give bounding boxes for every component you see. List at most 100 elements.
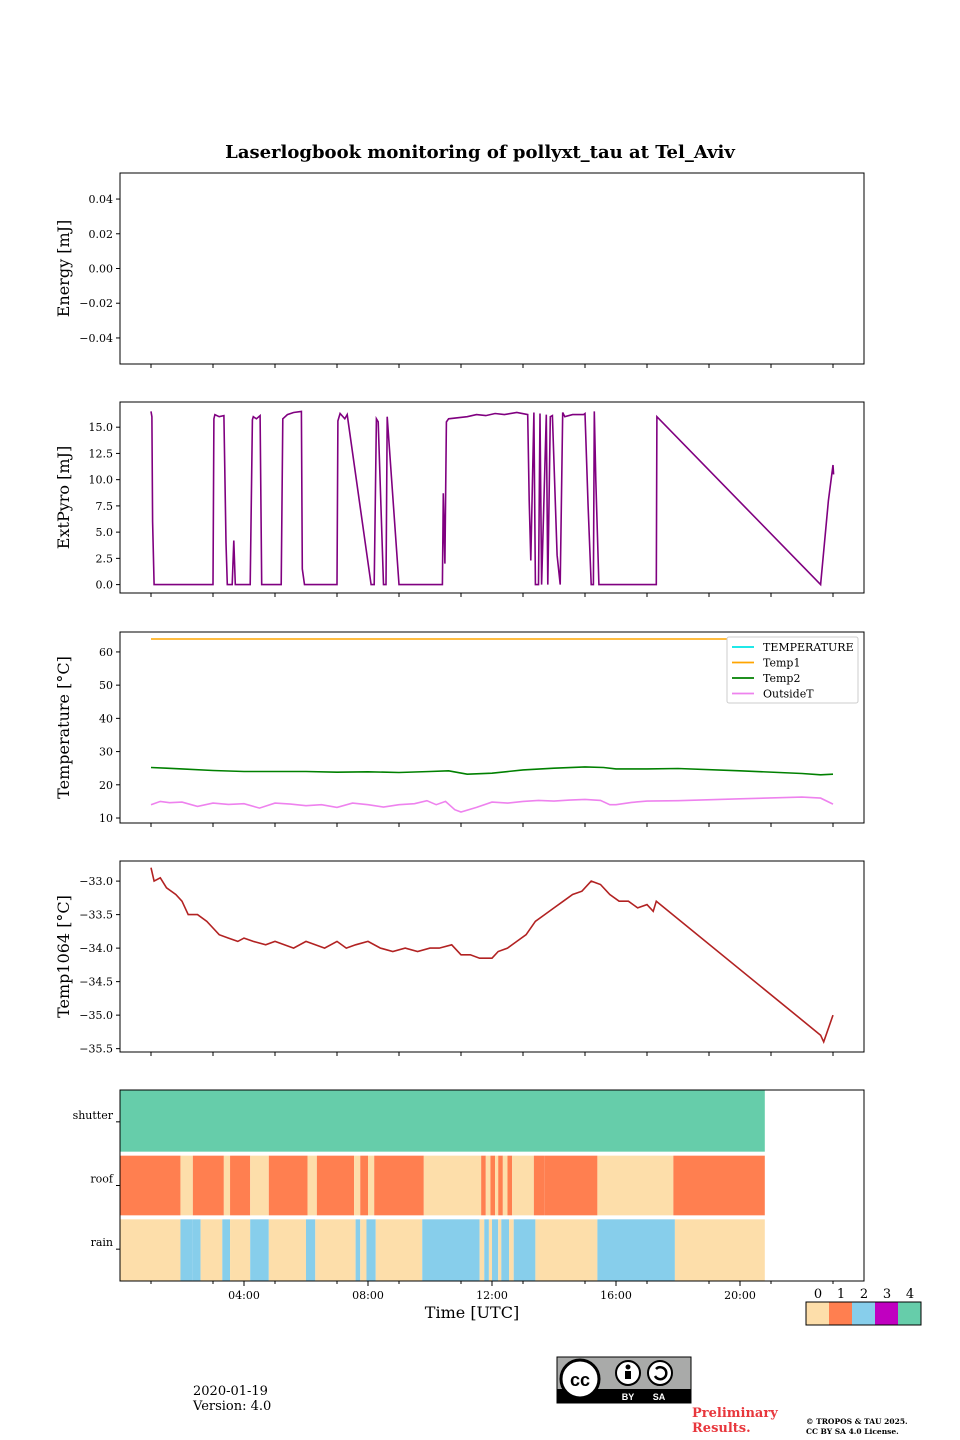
status-cell-roof [485, 1155, 491, 1216]
y-tick-label: −35.0 [79, 1009, 113, 1022]
chart-panel-4: shutter roof rain 04:00 08:00 12:00 16:00 20:00… [73, 1089, 865, 1322]
status-cell-rain [479, 1219, 485, 1281]
status-cell-rain [501, 1219, 510, 1281]
y-axis-label: Energy [mJ] [54, 220, 73, 318]
status-cell-roof [268, 1155, 308, 1216]
status-cell-rain [375, 1219, 423, 1281]
status-cell-roof [223, 1155, 231, 1216]
x-tick-label: 04:00 [228, 1289, 260, 1302]
status-cell-roof [360, 1155, 368, 1216]
plot-area: −0.04 −0.02 0.00 0.02 0.04 Energy [mJ] 0.0 2.5 5… [54, 172, 865, 1322]
y-tick-label: 5.0 [96, 526, 114, 539]
badge-sa-label: SA [653, 1392, 666, 1402]
share-alike-arrow-icon [653, 1365, 668, 1381]
y-tick-label: 0.0 [96, 579, 114, 592]
date-version-block: 2020-01-19 Version: 4.0 [193, 1384, 271, 1414]
y-tick-label: −33.5 [79, 909, 113, 922]
status-cell-roof [368, 1155, 375, 1216]
attribution-body-icon [625, 1371, 631, 1379]
y-axis-label: ExtPyro [mJ] [54, 446, 73, 549]
status-cell-rain [674, 1219, 765, 1281]
row-label: rain [91, 1236, 113, 1249]
status-cell-roof [423, 1155, 482, 1216]
cc-logo-icon [559, 1358, 601, 1400]
status-cell-rain [230, 1219, 251, 1281]
colorbar-cell [829, 1302, 852, 1325]
status-cell-rain [422, 1219, 480, 1281]
status-cell-roof [316, 1155, 355, 1216]
status-cell-rain [192, 1219, 201, 1281]
x-axis-label: Time [UTC] [425, 1303, 519, 1322]
status-cell-rain [535, 1219, 598, 1281]
status-cell-rain [306, 1219, 316, 1281]
chart-panel-2: 10 20 30 40 50 60 Temperature [°C] TEMPERATURE T… [54, 631, 865, 827]
x-tick-label: 16:00 [600, 1289, 632, 1302]
status-cell-roof [544, 1155, 598, 1216]
y-tick-label: 10 [99, 812, 113, 825]
y-tick-label: 50 [99, 679, 113, 692]
status-cell-roof [507, 1155, 513, 1216]
colorbar-tick-label: 4 [906, 1287, 914, 1302]
y-tick-label: −34.0 [79, 942, 113, 955]
chart-panel-3: −35.5 −35.0 −34.5 −34.0 −33.5 −33.0 Temp1064 [… [54, 860, 865, 1056]
series-line [150, 766, 834, 776]
y-axis-label: Temperature [°C] [54, 656, 73, 799]
status-cell-rain [509, 1219, 514, 1281]
status-cell-rain [315, 1219, 356, 1281]
colorbar-cell [806, 1302, 829, 1325]
y-tick-label: 30 [99, 746, 113, 759]
status-cell-rain [498, 1219, 502, 1281]
y-tick-label: −33.0 [79, 875, 113, 888]
y-tick-label: 0.04 [89, 193, 114, 206]
status-cell-rain [355, 1219, 361, 1281]
legend-box [726, 636, 859, 704]
axes-frame [119, 631, 865, 824]
status-cell-roof [307, 1155, 317, 1216]
legend-label: Temp1 [763, 657, 800, 670]
colorbar-cell [875, 1302, 898, 1325]
figure-title: Laserlogbook monitoring of pollyxt_tau a… [225, 142, 735, 163]
x-tick-label: 20:00 [724, 1289, 756, 1302]
y-tick-label: −0.02 [79, 297, 113, 310]
colorbar-cell [852, 1302, 875, 1325]
status-cell-rain [120, 1219, 181, 1281]
legend-label: TEMPERATURE [763, 641, 854, 654]
y-axis-label: Temp1064 [°C] [54, 895, 73, 1018]
axes-frame [119, 1089, 865, 1282]
chart-panel-1: 0.0 2.5 5.0 7.5 10.0 12.5 15.0 ExtPyro [mJ] [54, 401, 865, 597]
status-cell-roof [192, 1155, 224, 1216]
colorbar-tick-label: 3 [883, 1287, 891, 1302]
cc-logo-letters: cc [570, 1370, 590, 1390]
y-tick-label: 12.5 [89, 447, 114, 460]
status-cell-shutter [120, 1090, 765, 1152]
status-cell-rain [513, 1219, 536, 1281]
status-cell-rain [250, 1219, 269, 1281]
y-tick-label: 15.0 [89, 421, 114, 434]
copyright-notice: © TROPOS & TAU 2025. CC BY SA 4.0 Licens… [806, 1417, 908, 1437]
colorbar-frame [805, 1301, 922, 1326]
y-tick-label: 40 [99, 712, 113, 725]
status-cell-rain [222, 1219, 231, 1281]
colorbar-cell [898, 1302, 921, 1325]
status-cell-rain [488, 1219, 492, 1281]
axes-frame [119, 401, 865, 594]
status-cell-roof [250, 1155, 269, 1216]
colorbar-tick-label: 0 [814, 1287, 822, 1302]
x-tick-label: 12:00 [476, 1289, 508, 1302]
status-cell-roof [673, 1155, 765, 1216]
preliminary-results-label: Preliminary Results. [692, 1406, 778, 1436]
status-cell-rain [597, 1219, 675, 1281]
status-cell-roof [490, 1155, 496, 1216]
status-cell-roof [120, 1155, 181, 1216]
y-tick-label: 0.02 [89, 228, 114, 241]
chart-panel-0: −0.04 −0.02 0.00 0.02 0.04 Energy [mJ] [54, 172, 865, 368]
cc-license-badge: cc BY SA [556, 1356, 692, 1404]
status-cell-roof [498, 1155, 503, 1216]
y-tick-label: 2.5 [96, 552, 114, 565]
attribution-head-icon [625, 1364, 631, 1370]
status-cell-rain [180, 1219, 193, 1281]
axes-frame [119, 172, 865, 365]
y-tick-label: 60 [99, 646, 113, 659]
